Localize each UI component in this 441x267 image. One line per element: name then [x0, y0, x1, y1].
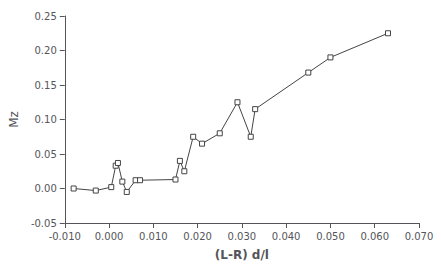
svg-text:(L-R) d/l: (L-R) d/l — [215, 248, 269, 262]
svg-text:0.05: 0.05 — [35, 149, 57, 160]
svg-text:0.10: 0.10 — [35, 114, 57, 125]
svg-text:Mz: Mz — [7, 111, 21, 128]
svg-text:0.00: 0.00 — [35, 183, 57, 194]
svg-text:-0.05: -0.05 — [31, 218, 57, 229]
svg-text:0.060: 0.060 — [360, 231, 389, 242]
svg-text:0.040: 0.040 — [272, 231, 301, 242]
svg-text:0.15: 0.15 — [35, 80, 57, 91]
svg-text:0.030: 0.030 — [228, 231, 257, 242]
svg-text:0.25: 0.25 — [35, 11, 57, 22]
svg-text:0.070: 0.070 — [405, 231, 434, 242]
svg-text:-0.010: -0.010 — [49, 231, 81, 242]
svg-text:0.20: 0.20 — [35, 45, 57, 56]
svg-text:0.010: 0.010 — [139, 231, 168, 242]
svg-text:0.020: 0.020 — [183, 231, 212, 242]
svg-text:0.050: 0.050 — [316, 231, 345, 242]
svg-text:0.000: 0.000 — [95, 231, 124, 242]
